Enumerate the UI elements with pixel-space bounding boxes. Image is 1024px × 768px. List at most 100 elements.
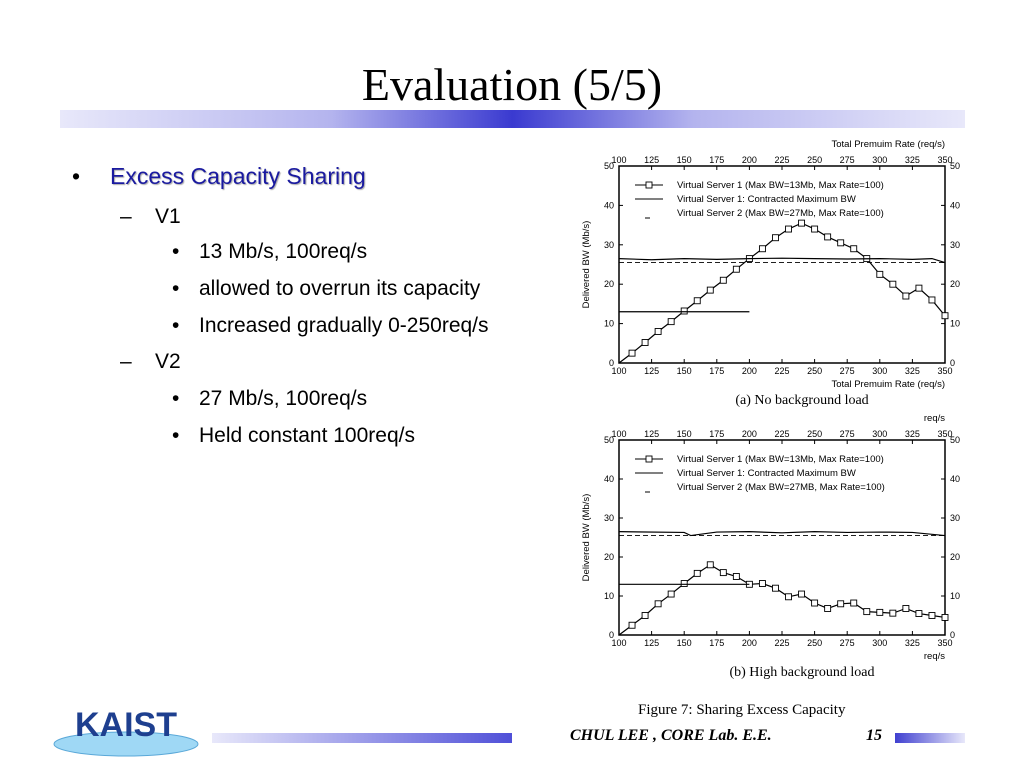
series-line <box>618 564 946 636</box>
y-tick-label-left: 30 <box>604 513 614 523</box>
x-tick-label-top: 350 <box>937 429 952 439</box>
data-point-marker <box>915 610 923 617</box>
x-tick-label-bottom: 225 <box>774 366 789 376</box>
data-point-marker <box>732 573 740 580</box>
data-point-marker <box>811 599 819 607</box>
x-tick-label-top: 175 <box>709 155 724 165</box>
y-tick-label-right: 10 <box>950 319 960 329</box>
x-tick-label-top: 175 <box>709 429 724 439</box>
x-tick-label-bottom: 175 <box>709 638 724 648</box>
x-tick-label-bottom: 175 <box>709 366 724 376</box>
data-point-marker <box>654 600 662 608</box>
x-tick-label-top: 350 <box>937 155 952 165</box>
data-point-marker <box>798 219 806 227</box>
x-tick-label-bottom: 150 <box>677 638 692 648</box>
footer-bar-right <box>895 733 965 743</box>
top-axis-label: Total Premuim Rate (req/s) <box>831 139 945 150</box>
data-point-marker <box>824 605 832 612</box>
data-point-marker <box>641 612 649 619</box>
bullet-level1: • Excess Capacity Sharing <box>72 163 366 190</box>
data-point-marker <box>837 239 845 247</box>
data-point-marker <box>680 580 688 587</box>
y-tick-label-left: 0 <box>609 630 614 640</box>
data-point-marker <box>941 312 949 320</box>
x-tick-label-bottom: 300 <box>872 366 887 376</box>
slide-title: Evaluation (5/5) <box>361 59 663 110</box>
bullet-marker: • <box>172 314 180 337</box>
data-point-marker <box>772 234 779 242</box>
y-tick-label-left: 30 <box>604 240 614 250</box>
y-tick-label-right: 0 <box>950 358 955 368</box>
x-tick-label-top: 125 <box>644 155 659 165</box>
legend-marker <box>645 181 653 189</box>
bullet-level2: – V1 <box>120 205 181 229</box>
data-point-marker <box>928 296 936 304</box>
data-point-marker <box>667 318 675 326</box>
x-tick-label-bottom: 350 <box>937 638 952 648</box>
data-point-marker <box>915 284 923 292</box>
series-line <box>618 257 946 264</box>
data-point-marker <box>889 609 897 617</box>
chart-a: 1001001251251501501751752002002252252502… <box>581 139 960 408</box>
data-point-marker <box>785 593 792 601</box>
y-tick-label-left: 20 <box>604 552 614 562</box>
bullet-marker: – <box>120 205 132 228</box>
chart-b: 1001001251251501501751752002002252252502… <box>581 413 960 680</box>
data-point-marker <box>628 621 636 629</box>
x-tick-label-top: 275 <box>840 155 855 165</box>
legend-label: Virtual Server 1: Contracted Maximum BW <box>677 468 856 479</box>
bottom-axis-label: Total Premuim Rate (req/s) <box>831 379 945 390</box>
x-tick-label-top: 200 <box>742 429 757 439</box>
data-point-marker <box>719 276 727 284</box>
bullet-level3: • 13 Mb/s, 100req/s <box>172 240 368 264</box>
y-tick-label-right: 10 <box>950 591 960 601</box>
x-tick-label-bottom: 275 <box>840 366 855 376</box>
title-divider-bar <box>60 110 965 128</box>
series-line <box>618 531 946 537</box>
x-tick-label-bottom: 250 <box>807 366 822 376</box>
data-point-marker <box>693 569 701 577</box>
bottom-axis-label: req/s <box>924 651 945 662</box>
y-tick-label-right: 50 <box>950 435 960 445</box>
data-point-marker <box>850 599 858 607</box>
bullet-text: 13 Mb/s, 100req/s <box>199 240 368 263</box>
x-tick-label-bottom: 350 <box>937 366 952 376</box>
data-point-marker <box>850 245 858 253</box>
data-point-marker <box>641 339 649 346</box>
bullet-text: allowed to overrun its capacity <box>199 277 481 300</box>
data-point-marker <box>706 561 714 569</box>
data-point-marker <box>928 612 936 619</box>
data-point-marker <box>824 233 832 241</box>
data-point-marker <box>785 225 792 233</box>
bullet-text: 27 Mb/s, 100req/s <box>199 387 368 410</box>
legend-label: Virtual Server 1 (Max BW=13Mb, Max Rate=… <box>677 454 884 465</box>
y-tick-label-right: 30 <box>950 513 960 523</box>
data-point-marker <box>811 225 819 233</box>
x-tick-label-top: 150 <box>677 429 692 439</box>
x-tick-label-top: 150 <box>677 155 692 165</box>
footer-credit: CHUL LEE , CORE Lab. E.E. <box>570 727 772 744</box>
data-point-marker <box>876 608 884 616</box>
x-tick-label-top: 125 <box>644 429 659 439</box>
y-tick-label-right: 30 <box>950 240 960 250</box>
data-point-marker <box>667 590 675 598</box>
data-point-marker <box>941 614 949 621</box>
bullet-text: Increased gradually 0-250req/s <box>199 314 489 337</box>
chart-caption: (b) High background load <box>729 665 874 680</box>
data-point-marker <box>654 328 662 335</box>
data-point-marker <box>693 297 701 305</box>
x-tick-label-top: 225 <box>774 155 789 165</box>
bullet-level3: • Increased gradually 0-250req/s <box>172 314 489 338</box>
x-tick-label-bottom: 125 <box>644 366 659 376</box>
bullet-marker: • <box>72 163 81 189</box>
bullet-marker: • <box>172 424 180 447</box>
x-tick-label-top: 250 <box>807 429 822 439</box>
x-tick-label-bottom: 275 <box>840 638 855 648</box>
data-point-marker <box>758 245 766 253</box>
x-tick-label-top: 100 <box>611 155 626 165</box>
bullet-level2: – V2 <box>120 350 181 374</box>
x-tick-label-top: 300 <box>872 429 887 439</box>
legend-label: Virtual Server 2 (Max BW=27Mb, Max Rate=… <box>677 208 884 219</box>
y-tick-label-left: 10 <box>604 591 614 601</box>
bullet-marker: • <box>172 240 180 263</box>
